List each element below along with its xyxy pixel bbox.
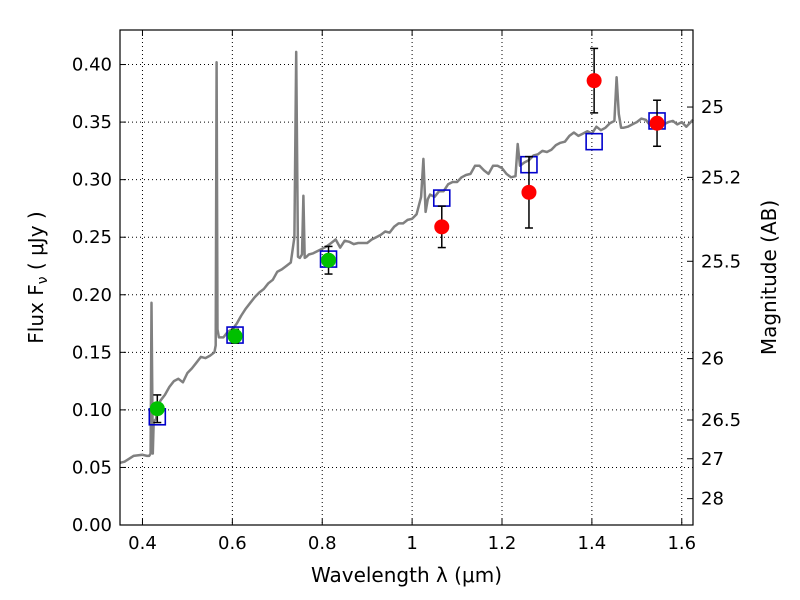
y-tick-label: 0.15: [72, 342, 112, 363]
y2-tick-label: 25.2: [701, 167, 741, 188]
photometry-point: [521, 184, 537, 200]
y-axis-title-unit: ( μJy ): [24, 211, 48, 276]
y-axis-title: Flux Fν ( μJy ): [24, 211, 51, 343]
y-tick-label: 0.20: [72, 285, 112, 306]
photometry-point: [434, 219, 450, 235]
photometry-point: [586, 73, 602, 89]
x-tick-label: 1.2: [488, 533, 517, 554]
x-tick-label: 0.8: [308, 533, 337, 554]
y-tick-label: 0.35: [72, 112, 112, 133]
x-axis-title: Wavelength λ (μm): [311, 563, 502, 587]
y2-tick-label: 27: [701, 449, 724, 470]
y-tick-label: 0.10: [72, 400, 112, 421]
y-tick-label: 0.30: [72, 170, 112, 191]
y-tick-label: 0.40: [72, 55, 112, 76]
y2-tick-label: 25.5: [701, 251, 741, 272]
y-tick-label: 0.05: [72, 457, 112, 478]
y-axis-title-subscript: ν: [35, 276, 51, 284]
plot-frame: [119, 29, 694, 526]
x-tick-label: 0.6: [218, 533, 247, 554]
y2-axis-title: Magnitude (AB): [757, 200, 781, 355]
y2-tick-label: 25: [701, 97, 724, 118]
model-square-marker: [585, 132, 603, 151]
y-tick-label: 0.00: [72, 515, 112, 536]
x-tick-label: 0.4: [128, 533, 157, 554]
x-tick-label: 1.4: [578, 533, 607, 554]
photometry-point: [227, 328, 243, 344]
y-axis-title-main: Flux F: [24, 284, 48, 343]
x-tick-label: 1: [406, 533, 417, 554]
y2-tick-label: 26: [701, 349, 724, 370]
x-tick-label: 1.6: [667, 533, 696, 554]
y2-tick-label: 26.5: [701, 410, 741, 431]
photometry-point: [149, 401, 165, 417]
y-tick-label: 0.25: [72, 227, 112, 248]
y2-tick-label: 28: [701, 489, 724, 510]
spectrum-line: [119, 50, 694, 465]
photometry-point: [649, 115, 665, 131]
model-square-marker: [432, 189, 451, 207]
photometry-point: [321, 252, 337, 268]
